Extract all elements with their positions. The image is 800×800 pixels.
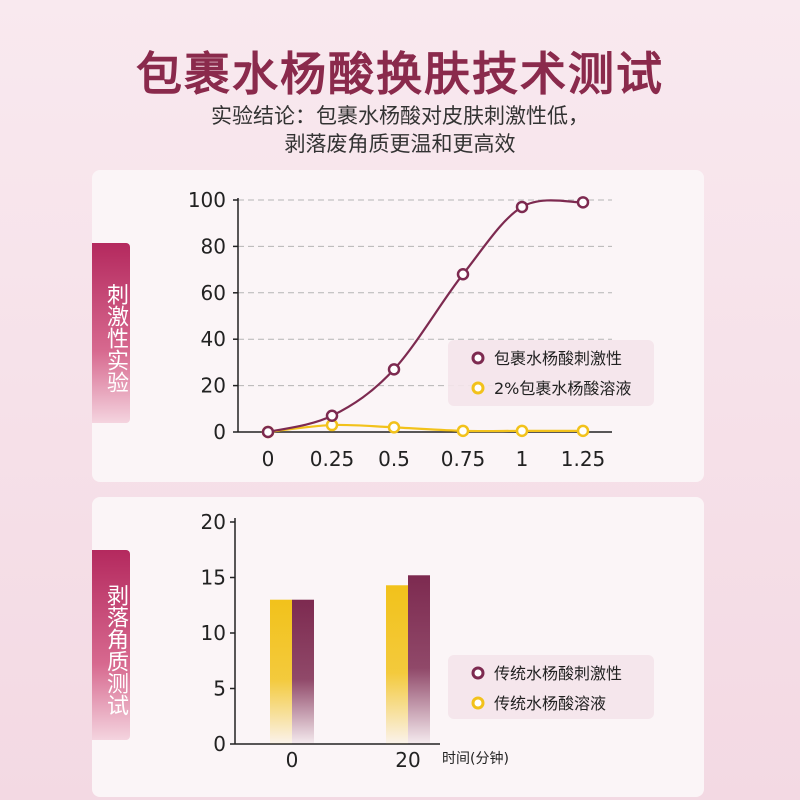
x-tick-label: 0.5 [378,447,410,471]
legend-marker [471,696,485,710]
y-tick-label: 5 [213,677,226,701]
legend-marker [471,381,485,395]
data-point [515,200,529,214]
bar [386,585,408,744]
x-tick-label: 20 [395,748,420,772]
legend-marker [471,666,485,680]
y-tick-label: 60 [201,281,226,305]
x-tick-label: 0.75 [441,447,486,471]
y-tick-label: 100 [188,188,226,212]
legend-label: 2%包裹水杨酸溶液 [494,379,631,398]
y-tick-label: 40 [201,327,226,351]
x-tick-label: 1.25 [561,447,606,471]
conclusion-line-2: 剥落废角质更温和更高效 [284,132,516,156]
y-tick-label: 10 [201,621,226,645]
conclusion-line-1: 实验结论：包裹水杨酸对皮肤刺激性低， [211,104,589,128]
legend-label: 传统水杨酸刺激性 [494,664,622,683]
data-point [261,425,275,439]
y-tick-label: 20 [201,510,226,534]
irritation-test-label: 刺激性实验 [92,243,130,423]
data-point [515,424,529,438]
x-tick-label: 0.25 [310,447,355,471]
data-point [387,363,401,376]
bar [292,599,314,744]
page-title: 包裹水杨酸换肤技术测试 [136,47,664,101]
y-tick-label: 0 [213,732,226,756]
bar [408,575,430,744]
data-point [576,196,590,209]
legend-marker [471,351,485,365]
legend-box [448,655,654,719]
y-tick-label: 15 [201,566,226,590]
x-axis-label: 时间(分钟) [442,750,509,767]
series-line-1 [267,423,583,434]
data-point [387,421,401,434]
data-point [456,424,470,438]
x-tick-label: 0 [262,447,275,471]
exfoliation-test-label: 剥落角质测试 [92,550,130,740]
data-point [576,424,590,438]
legend-label: 包裹水杨酸刺激性 [494,349,622,368]
x-tick-label: 1 [516,447,529,471]
y-tick-label: 20 [201,374,226,398]
data-point [325,409,339,423]
data-point [456,267,470,281]
legend-box [448,340,654,406]
y-tick-label: 0 [213,420,226,444]
y-tick-label: 80 [201,234,226,258]
legend-label: 传统水杨酸溶液 [494,694,606,713]
bar [270,599,292,744]
x-tick-label: 0 [286,748,299,772]
